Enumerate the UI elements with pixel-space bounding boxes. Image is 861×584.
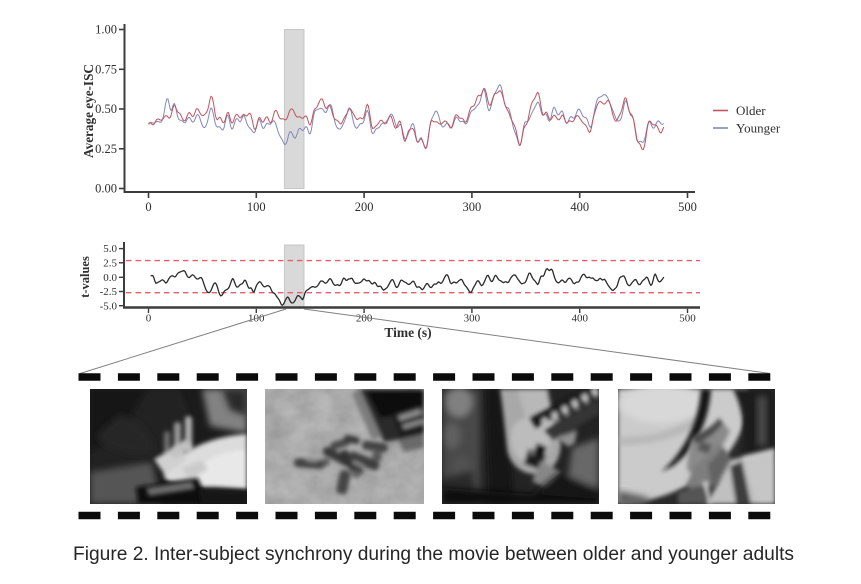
- svg-text:0: 0: [146, 313, 152, 325]
- svg-text:0.0: 0.0: [103, 272, 117, 284]
- svg-text:Average eye-ISC: Average eye-ISC: [81, 64, 96, 158]
- svg-text:500: 500: [678, 200, 697, 214]
- svg-text:0.25: 0.25: [95, 142, 117, 156]
- svg-text:1.00: 1.00: [95, 23, 117, 37]
- svg-text:Time (s): Time (s): [384, 325, 431, 340]
- svg-text:-5.0: -5.0: [100, 300, 118, 312]
- svg-text:0.00: 0.00: [95, 182, 117, 196]
- svg-text:5.0: 5.0: [103, 243, 117, 255]
- svg-text:Younger: Younger: [736, 121, 781, 136]
- svg-text:400: 400: [570, 200, 589, 214]
- svg-text:0: 0: [145, 200, 151, 214]
- svg-text:500: 500: [679, 313, 696, 325]
- svg-text:200: 200: [356, 313, 373, 325]
- svg-text:100: 100: [247, 200, 266, 214]
- svg-text:0.75: 0.75: [95, 62, 117, 76]
- svg-text:300: 300: [464, 313, 481, 325]
- svg-text:400: 400: [571, 313, 588, 325]
- svg-text:t-values: t-values: [78, 256, 92, 298]
- svg-text:2.5: 2.5: [103, 257, 117, 269]
- svg-text:Older: Older: [736, 103, 766, 118]
- svg-text:300: 300: [463, 200, 482, 214]
- svg-text:-2.5: -2.5: [100, 286, 118, 298]
- svg-text:200: 200: [355, 200, 374, 214]
- svg-text:0.50: 0.50: [95, 102, 117, 116]
